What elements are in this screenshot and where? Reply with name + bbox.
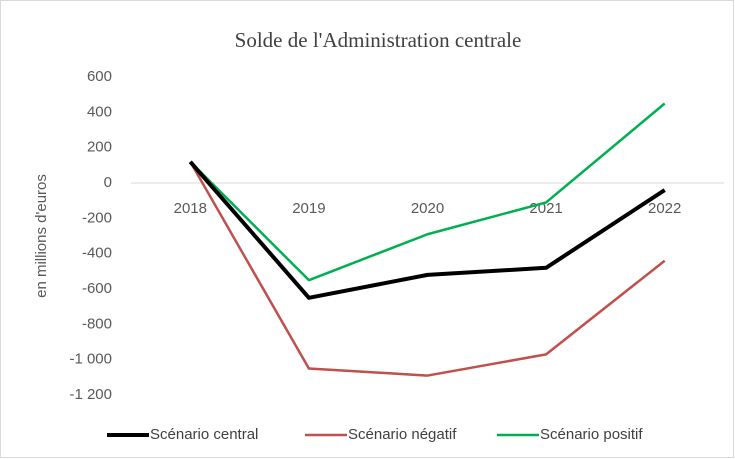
x-tick-label: 2019: [292, 200, 325, 217]
y-tick-label: 200: [87, 139, 112, 156]
x-tick-label: 2020: [411, 200, 444, 217]
y-tick-label: -200: [82, 209, 112, 226]
series-line: [189, 161, 666, 377]
y-tick-label: -1 000: [69, 351, 112, 368]
legend-label: Scénario positif: [540, 426, 643, 443]
y-tick-label: -400: [82, 245, 112, 262]
series-line: [188, 160, 666, 300]
x-tick-label: 2018: [174, 200, 207, 217]
y-tick-label: -600: [82, 280, 112, 297]
y-tick-label: 400: [87, 103, 112, 120]
y-tick-label: -1 200: [69, 386, 112, 403]
legend-label: Scénario négatif: [348, 426, 457, 443]
legend-label: Scénario central: [150, 426, 258, 443]
series-line: [189, 102, 666, 282]
x-tick-label: 2022: [648, 200, 681, 217]
chart-title: Solde de l'Administration centrale: [235, 28, 522, 52]
y-tick-label: 0: [104, 174, 112, 191]
y-tick-label: 600: [87, 68, 112, 85]
y-axis-label: en millions d'euros: [33, 174, 50, 298]
y-tick-label: -800: [82, 315, 112, 332]
